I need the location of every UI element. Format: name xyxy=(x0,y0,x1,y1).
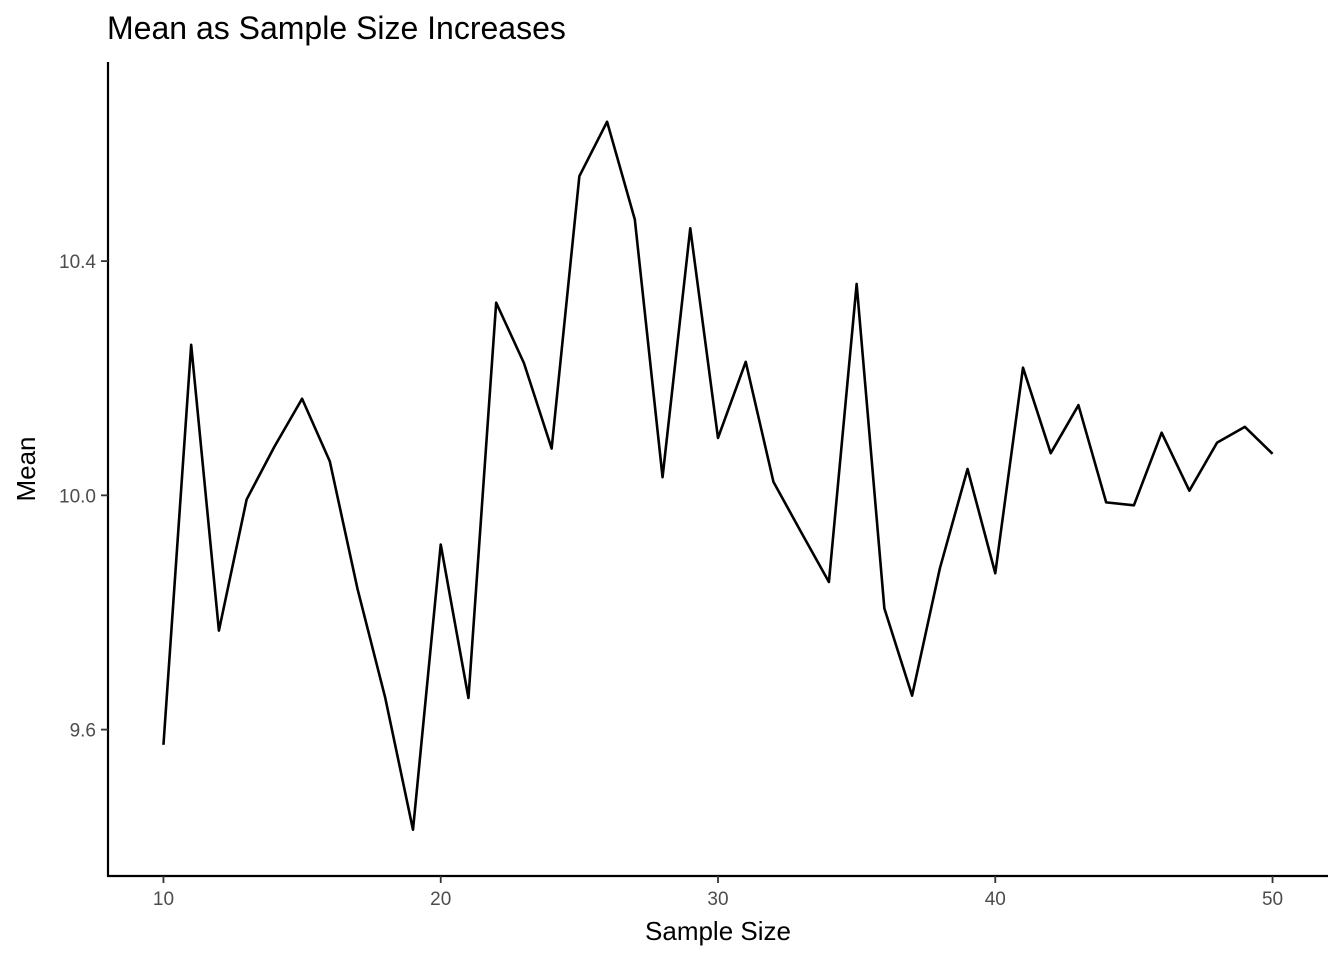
x-tick-label: 30 xyxy=(707,889,728,910)
x-tick-label: 10 xyxy=(153,889,174,910)
x-tick-label: 40 xyxy=(985,889,1006,910)
chart-title: Mean as Sample Size Increases xyxy=(107,10,566,46)
x-axis-ticks: 10 20 30 40 50 xyxy=(153,876,1283,910)
y-tick-label: 10.4 xyxy=(59,252,96,273)
y-tick-label: 9.6 xyxy=(70,721,96,742)
y-tick-label: 10.0 xyxy=(59,486,96,507)
plot-area xyxy=(162,120,1274,832)
y-axis-ticks: 9.6 10.0 10.4 xyxy=(59,252,108,742)
x-tick-label: 20 xyxy=(430,889,451,910)
y-axis-title: Mean xyxy=(11,436,41,501)
series-line xyxy=(162,120,1274,832)
x-tick-label: 50 xyxy=(1262,889,1283,910)
x-axis-title: Sample Size xyxy=(645,916,791,946)
